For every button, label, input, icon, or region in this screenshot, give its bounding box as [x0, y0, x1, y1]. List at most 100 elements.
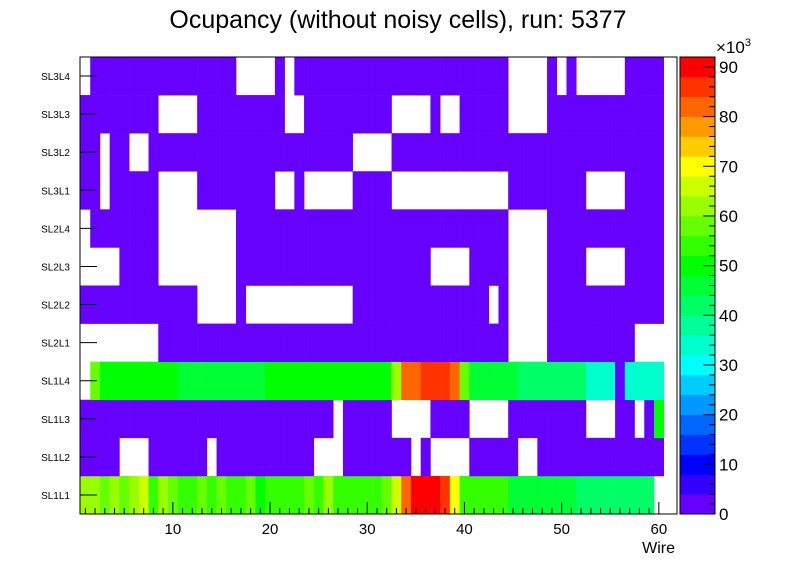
cell-SL3L2-w40 — [459, 133, 470, 172]
cell-SL1L4-w48 — [537, 361, 548, 401]
cell-SL1L3-w40 — [459, 399, 470, 439]
cell-SL2L1-w30 — [362, 323, 373, 362]
cell-SL1L3-w6 — [129, 399, 140, 439]
cell-SL3L3-w58 — [634, 95, 645, 134]
cell-SL1L2-w52 — [576, 437, 587, 477]
cell-SL3L2-w27 — [333, 133, 344, 172]
cell-SL3L3-w44 — [498, 95, 509, 134]
cell-SL1L4-w15 — [216, 361, 227, 401]
palette-band — [680, 235, 715, 257]
cell-SL3L4-w16 — [226, 57, 237, 96]
cell-SL1L1-w49 — [547, 475, 558, 515]
cell-SL1L3-w8 — [148, 399, 159, 439]
cell-SL2L2-w57 — [624, 285, 635, 324]
cell-SL2L1-w34 — [401, 323, 412, 362]
cell-SL2L1-w29 — [352, 323, 363, 362]
cell-SL3L4-w33 — [391, 57, 402, 96]
cell-SL3L4-w32 — [381, 57, 392, 96]
cell-SL2L4-w8 — [148, 209, 159, 248]
cell-SL2L1-w44 — [498, 323, 509, 362]
cell-SL1L2-w58 — [634, 437, 645, 477]
cell-SL2L3-w23 — [294, 247, 305, 286]
cell-SL1L4-w57 — [624, 361, 635, 401]
cell-SL2L3-w44 — [498, 247, 509, 286]
cell-SL1L1-w3 — [99, 475, 110, 515]
cell-SL1L4-w5 — [119, 361, 130, 401]
cell-SL2L4-w38 — [440, 209, 451, 248]
cell-SL2L1-w32 — [381, 323, 392, 362]
cell-SL1L1-w44 — [498, 475, 509, 515]
cell-SL1L4-w35 — [410, 361, 421, 401]
cell-SL1L2-w31 — [372, 437, 383, 477]
cell-SL2L1-w36 — [420, 323, 431, 362]
cell-SL2L4-w58 — [634, 209, 645, 248]
cell-SL2L1-w17 — [236, 323, 247, 362]
cell-SL1L4-w60 — [653, 361, 664, 401]
cell-SL1L4-w4 — [109, 361, 120, 401]
cell-SL1L3-w22 — [284, 399, 295, 439]
cell-SL3L3-w29 — [352, 95, 363, 134]
cell-SL3L1-w7 — [138, 171, 149, 210]
cell-SL2L4-w44 — [498, 209, 509, 248]
cell-SL2L3-w25 — [313, 247, 324, 286]
cell-SL3L4-w36 — [420, 57, 431, 96]
cell-SL1L2-w45 — [508, 437, 519, 477]
cell-SL1L3-w29 — [352, 399, 363, 439]
cell-SL1L1-w17 — [236, 475, 247, 515]
cell-SL3L3-w16 — [226, 95, 237, 134]
cell-SL3L4-w3 — [99, 57, 110, 96]
palette-band — [680, 255, 715, 276]
cell-SL2L4-w52 — [576, 209, 587, 248]
cell-SL1L1-w48 — [537, 475, 548, 515]
cell-SL2L3-w30 — [362, 247, 373, 286]
cell-SL3L1-w19 — [255, 171, 266, 210]
cell-SL3L4-w21 — [274, 57, 285, 96]
cell-SL1L3-w50 — [556, 399, 567, 439]
cell-SL2L3-w43 — [488, 247, 499, 286]
cell-SL1L4-w26 — [323, 361, 334, 401]
cell-SL3L3-w17 — [236, 95, 247, 134]
cell-SL2L2-w12 — [187, 285, 198, 324]
y-tick-label-SL3L2: SL3L2 — [41, 148, 70, 159]
cell-SL1L4-w31 — [372, 361, 383, 401]
cell-SL3L3-w21 — [274, 95, 285, 134]
cell-SL2L4-w36 — [420, 209, 431, 248]
cell-SL2L1-w31 — [372, 323, 383, 362]
cell-SL1L3-w23 — [294, 399, 305, 439]
cell-SL3L4-w9 — [158, 57, 169, 96]
cell-SL3L1-w52 — [576, 171, 587, 210]
cell-SL2L1-w39 — [449, 323, 460, 362]
cell-SL1L1-w53 — [585, 475, 596, 515]
cell-SL2L3-w19 — [255, 247, 266, 286]
cell-SL1L1-w20 — [265, 475, 276, 515]
palette-band — [680, 295, 715, 316]
cell-SL1L1-w27 — [333, 475, 344, 515]
cell-SL2L2-w7 — [138, 285, 149, 324]
cell-SL3L1-w51 — [566, 171, 577, 210]
cell-SL2L4-w30 — [362, 209, 373, 248]
cell-SL1L4-w59 — [644, 361, 655, 401]
cell-SL3L1-w14 — [206, 171, 217, 210]
cell-SL3L1-w8 — [148, 171, 159, 210]
cell-SL3L4-w38 — [440, 57, 451, 96]
cell-SL3L2-w46 — [517, 133, 528, 172]
cell-SL3L2-w11 — [177, 133, 188, 172]
cell-SL2L2-w31 — [372, 285, 383, 324]
cell-SL3L3-w26 — [323, 95, 334, 134]
cell-SL1L4-w32 — [381, 361, 392, 401]
cell-SL1L4-w42 — [479, 361, 490, 401]
cell-SL3L3-w24 — [304, 95, 315, 134]
cell-SL2L2-w55 — [605, 285, 616, 324]
cell-SL2L1-w28 — [342, 323, 353, 362]
cell-SL1L3-w18 — [245, 399, 256, 439]
cell-SL3L3-w54 — [595, 95, 606, 134]
cell-SL2L4-w20 — [265, 209, 276, 248]
cell-SL1L2-w23 — [294, 437, 305, 477]
cell-SL1L4-w8 — [148, 361, 159, 401]
cell-SL2L3-w50 — [556, 247, 567, 286]
cell-SL1L4-w45 — [508, 361, 519, 401]
cell-SL3L4-w25 — [313, 57, 324, 96]
cell-SL3L2-w25 — [313, 133, 324, 172]
cell-SL1L3-w21 — [274, 399, 285, 439]
cell-SL3L3-w27 — [333, 95, 344, 134]
